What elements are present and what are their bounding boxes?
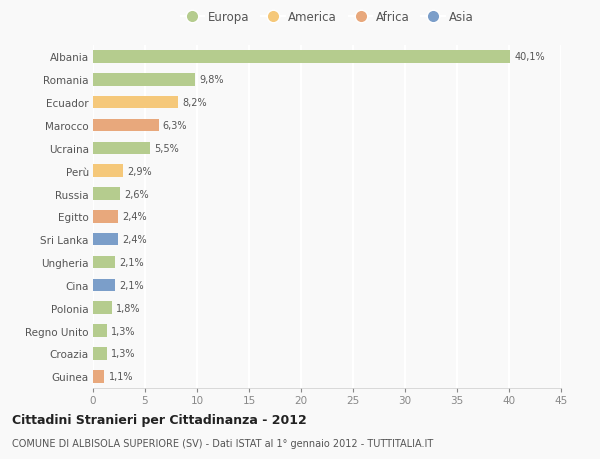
Text: 9,8%: 9,8%	[199, 75, 224, 85]
Bar	[93, 347, 107, 360]
Text: 6,3%: 6,3%	[163, 121, 187, 131]
Bar	[93, 325, 107, 337]
Text: COMUNE DI ALBISOLA SUPERIORE (SV) - Dati ISTAT al 1° gennaio 2012 - TUTTITALIA.I: COMUNE DI ALBISOLA SUPERIORE (SV) - Dati…	[12, 438, 433, 448]
Bar	[93, 234, 118, 246]
Bar	[93, 302, 112, 314]
Text: 8,2%: 8,2%	[182, 98, 207, 108]
Text: 2,9%: 2,9%	[127, 166, 152, 176]
Bar	[93, 279, 115, 291]
Text: 1,3%: 1,3%	[110, 326, 135, 336]
Text: 40,1%: 40,1%	[514, 52, 545, 62]
Bar	[93, 165, 123, 178]
Text: 2,1%: 2,1%	[119, 280, 143, 290]
Text: 2,1%: 2,1%	[119, 257, 143, 268]
Text: 1,1%: 1,1%	[109, 371, 133, 381]
Text: 1,8%: 1,8%	[116, 303, 140, 313]
Bar	[93, 74, 195, 86]
Text: 2,4%: 2,4%	[122, 212, 147, 222]
Bar	[93, 142, 150, 155]
Bar	[93, 188, 120, 200]
Text: Cittadini Stranieri per Cittadinanza - 2012: Cittadini Stranieri per Cittadinanza - 2…	[12, 413, 307, 426]
Text: 2,4%: 2,4%	[122, 235, 147, 245]
Bar	[93, 51, 510, 63]
Bar	[93, 256, 115, 269]
Legend: Europa, America, Africa, Asia: Europa, America, Africa, Asia	[181, 11, 473, 24]
Bar	[93, 97, 178, 109]
Text: 1,3%: 1,3%	[110, 349, 135, 358]
Text: 2,6%: 2,6%	[124, 189, 149, 199]
Text: 5,5%: 5,5%	[154, 144, 179, 153]
Bar	[93, 119, 158, 132]
Bar	[93, 211, 118, 223]
Bar	[93, 370, 104, 383]
